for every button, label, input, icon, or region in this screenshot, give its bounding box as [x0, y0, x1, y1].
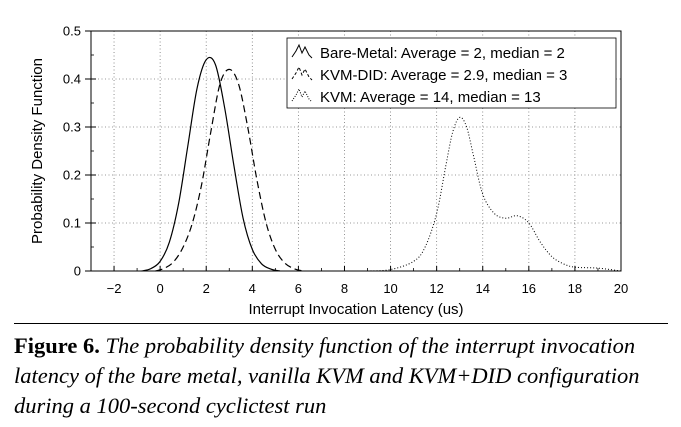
x-tick-label: 20: [614, 281, 628, 296]
x-tick-label: 16: [522, 281, 536, 296]
y-tick-label: 0.3: [63, 120, 81, 135]
x-tick-label: 6: [295, 281, 302, 296]
x-axis-label: Interrupt Invocation Latency (us): [248, 301, 463, 318]
series-line-1: [155, 68, 304, 272]
legend-swatch-1: [291, 65, 313, 81]
y-axis-label: Probability Density Function: [29, 58, 46, 244]
caption-text: The probability density function of the …: [14, 333, 640, 418]
legend-label-0: Bare-Metal: Average = 2, median = 2: [320, 45, 565, 62]
y-tick-label: 0.5: [63, 24, 81, 39]
series-line-2: [367, 116, 622, 272]
y-tick-label: 0.4: [63, 72, 81, 87]
x-tick-label: 18: [568, 281, 582, 296]
series-lines: [141, 56, 622, 272]
x-tick-label: 14: [476, 281, 490, 296]
series-line-0: [141, 56, 281, 272]
x-tick-label: 2: [203, 281, 210, 296]
y-tick-label: 0.2: [63, 168, 81, 183]
y-axis-ticks: 0 0.1 0.2 0.3 0.4 0.5: [63, 24, 96, 279]
y-tick-label: 0.1: [63, 216, 81, 231]
x-axis-ticks: −2 0 2 4 6 8 10 12 14 16 18 20: [90, 266, 628, 296]
caption-label: Figure 6.: [14, 333, 100, 358]
caption-rule: [14, 323, 668, 324]
x-tick-label: 10: [383, 281, 397, 296]
y-tick-label: 0: [74, 264, 81, 279]
x-tick-label: 4: [249, 281, 256, 296]
x-tick-label: −2: [107, 281, 122, 296]
legend-swatch-0: [291, 43, 313, 59]
legend-box: [286, 37, 617, 109]
legend-swatch-2: [291, 87, 313, 103]
x-tick-label: 8: [341, 281, 348, 296]
figure-caption: Figure 6. The probability density functi…: [14, 331, 670, 421]
legend-label-1: KVM-DID: Average = 2.9, median = 3: [320, 67, 567, 84]
x-tick-label: 12: [429, 281, 443, 296]
x-tick-label: 0: [157, 281, 164, 296]
legend: Bare-Metal: Average = 2, median = 2 KVM-D…: [286, 37, 617, 109]
legend-label-2: KVM: Average = 14, median = 13: [320, 89, 541, 106]
